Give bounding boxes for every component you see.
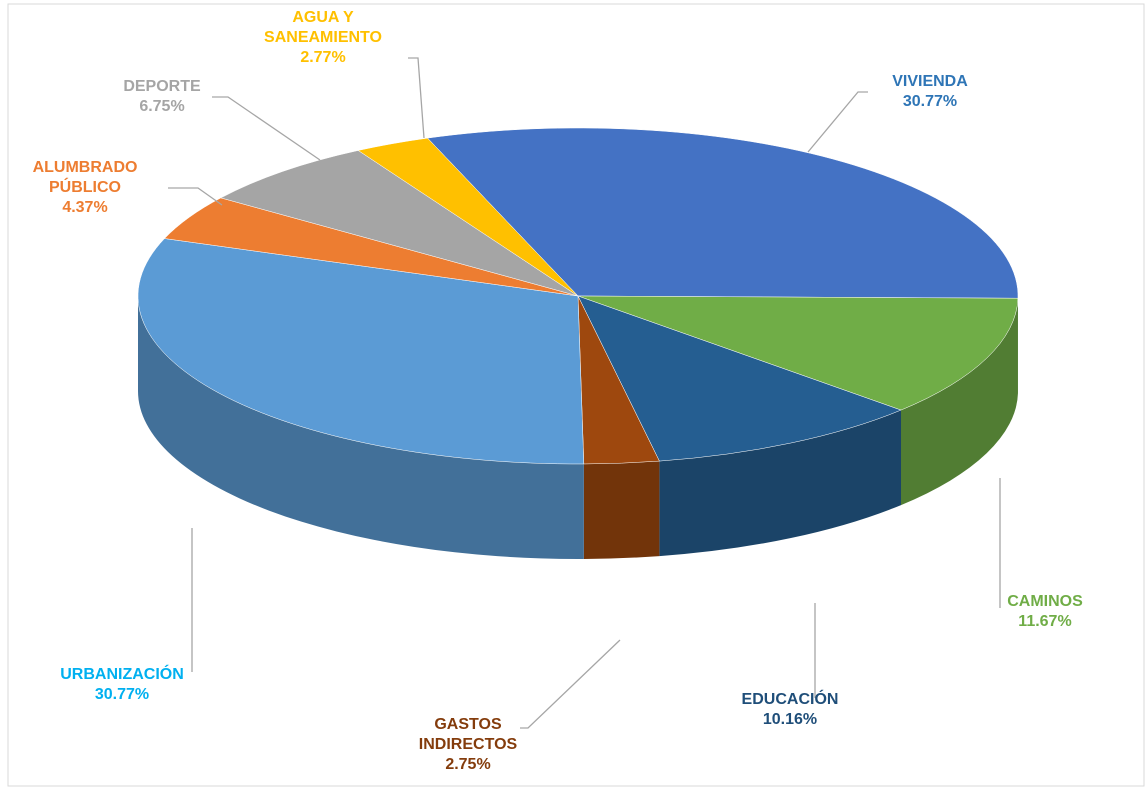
- slice: [137, 238, 585, 465]
- slice: [577, 295, 1019, 411]
- leader-line: [807, 91, 868, 153]
- value-label: 11.67%: [1018, 613, 1072, 630]
- slice-label: URBANIZACIÓN 30.77%: [47, 665, 197, 705]
- slice-label: GASTOS INDIRECTOS 2.75%: [393, 715, 543, 775]
- value-label: 2.75%: [445, 756, 491, 773]
- slice-side: [138, 296, 584, 559]
- value-label: 30.77%: [902, 93, 958, 110]
- slice-side: [583, 461, 660, 559]
- leader-line: [212, 96, 321, 161]
- value-label: 6.75%: [139, 98, 185, 115]
- value-label: 2.77%: [300, 49, 346, 66]
- slice-label: AGUA Y SANEAMIENTO 2.77%: [248, 8, 398, 68]
- slice-label: CAMINOS 11.67%: [970, 592, 1120, 632]
- category-label: VIVIENDA: [892, 73, 968, 90]
- slice-label: DEPORTE 6.75%: [87, 77, 237, 117]
- slice: [577, 295, 902, 462]
- slice: [357, 137, 579, 297]
- category-label: AGUA Y SANEAMIENTO: [264, 9, 382, 46]
- frame: [7, 3, 1145, 787]
- category-label: EDUCACIÓN: [741, 691, 839, 708]
- slice-side: [659, 410, 902, 557]
- slice-side: [901, 298, 1018, 506]
- category-label: URBANIZACIÓN: [60, 666, 184, 683]
- value-label: 4.37%: [62, 199, 108, 216]
- slice: [220, 150, 579, 297]
- slice-label: EDUCACIÓN 10.16%: [715, 690, 865, 730]
- value-label: 10.16%: [762, 711, 818, 728]
- value-label: 30.77%: [94, 686, 150, 703]
- category-label: ALUMBRADO PÚBLICO: [32, 159, 138, 196]
- category-label: CAMINOS: [1007, 593, 1083, 610]
- slice-label: VIVIENDA 30.77%: [855, 72, 1005, 112]
- slice: [426, 127, 1019, 299]
- leader-line: [408, 57, 425, 139]
- category-label: GASTOS INDIRECTOS: [418, 716, 518, 753]
- slice-label: ALUMBRADO PÚBLICO 4.37%: [10, 158, 160, 218]
- leader-line: [520, 639, 621, 729]
- category-label: DEPORTE: [123, 78, 201, 95]
- leader-line: [168, 187, 223, 206]
